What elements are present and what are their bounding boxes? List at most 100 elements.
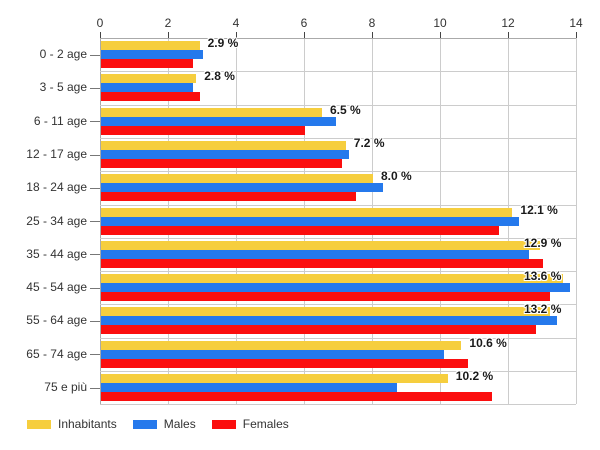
category-label: 18 - 24 age	[26, 180, 87, 195]
x-axis-tick	[304, 32, 305, 38]
gridline-horizontal	[100, 404, 576, 406]
legend-swatch-males	[132, 419, 157, 429]
category-tick	[90, 121, 100, 123]
bar-inhabitants	[101, 107, 322, 117]
bar-females	[101, 192, 356, 202]
bar-females	[101, 225, 499, 235]
gridline-vertical	[576, 38, 577, 405]
category-tick	[90, 87, 100, 89]
bar-males	[101, 249, 530, 259]
value-label: 13.2 %	[524, 302, 562, 317]
x-tick-label: 10	[433, 16, 447, 30]
bar-females	[101, 292, 550, 302]
bar-inhabitants	[101, 74, 197, 84]
category-tick	[90, 221, 100, 223]
category-tick	[90, 54, 100, 56]
bar-males	[101, 183, 384, 193]
value-label: 2.9 %	[207, 36, 239, 50]
x-tick-label: 6	[300, 16, 308, 30]
category-label: 55 - 64 age	[26, 313, 87, 328]
x-axis-tick	[576, 32, 577, 38]
bar-females	[101, 358, 469, 368]
legend-item-inhabitants: Inhabitants	[27, 417, 117, 431]
bar-females	[101, 325, 537, 335]
x-tick-label: 0	[96, 16, 104, 30]
bar-females	[101, 392, 492, 401]
value-label: 7.2 %	[353, 135, 385, 150]
gridline-horizontal	[100, 271, 576, 273]
gridline-horizontal	[100, 204, 576, 206]
legend-label-females: Females	[242, 417, 289, 431]
bar-males	[101, 83, 193, 93]
value-label: 6.5 %	[330, 102, 361, 117]
bar-males	[101, 283, 571, 293]
bar-inhabitants	[101, 140, 346, 150]
category-label: 0 - 2 age	[39, 47, 87, 61]
value-label: 12.1 %	[520, 202, 558, 217]
gridline-horizontal	[100, 171, 576, 173]
x-tick-label: 14	[569, 16, 583, 30]
bar-females	[101, 158, 343, 168]
value-label: 8.0 %	[381, 169, 412, 184]
bar-inhabitants	[101, 307, 550, 317]
category-tick	[90, 154, 100, 156]
gridline-horizontal	[100, 137, 576, 139]
category-label: 3 - 5 age	[39, 80, 87, 95]
value-label: 10.6 %	[469, 335, 507, 350]
x-tick-label: 12	[501, 16, 515, 30]
bar-females	[101, 258, 543, 268]
bar-males	[101, 216, 520, 226]
value-label: 12.9 %	[524, 235, 562, 250]
x-axis-tick	[168, 32, 169, 38]
category-label: 45 - 54 age	[26, 280, 87, 295]
category-tick	[90, 321, 100, 323]
category-label: 65 - 74 age	[26, 346, 87, 361]
category-tick	[90, 254, 100, 256]
category-tick	[90, 387, 100, 389]
category-label: 75 e più	[44, 380, 87, 394]
gridline-horizontal	[100, 337, 576, 339]
bar-inhabitants	[101, 174, 373, 184]
x-axis-tick	[508, 32, 509, 38]
bar-inhabitants	[101, 41, 200, 50]
legend-swatch-females	[211, 419, 236, 429]
value-label: 13.6 %	[524, 269, 562, 284]
bar-inhabitants	[101, 374, 448, 383]
bar-males	[101, 316, 557, 326]
value-label: 2.8 %	[204, 69, 235, 84]
category-tick	[90, 354, 100, 356]
x-axis-tick	[440, 32, 441, 38]
legend-label-males: Males	[163, 417, 196, 431]
bar-females	[101, 125, 305, 135]
legend-label-inhabitants: Inhabitants	[58, 417, 117, 431]
legend: Inhabitants Males Females	[27, 416, 305, 432]
gridline-vertical	[100, 38, 101, 405]
bar-inhabitants	[101, 207, 513, 217]
gridline-horizontal	[100, 304, 576, 306]
bar-inhabitants	[101, 340, 462, 350]
x-axis-tick	[236, 32, 237, 38]
bar-inhabitants	[101, 240, 540, 250]
category-label: 25 - 34 age	[26, 213, 87, 228]
legend-item-females: Females	[211, 417, 289, 431]
bar-males	[101, 50, 203, 59]
category-label: 6 - 11 age	[33, 113, 87, 128]
x-axis-tick	[100, 32, 101, 38]
legend-item-males: Males	[132, 417, 196, 431]
x-tick-label: 8	[368, 16, 376, 30]
category-label: 35 - 44 age	[26, 246, 87, 261]
bar-inhabitants	[101, 274, 564, 284]
x-axis-tick	[372, 32, 373, 38]
x-tick-label: 2	[164, 16, 172, 30]
bar-males	[101, 383, 397, 392]
bar-males	[101, 149, 350, 159]
bar-females	[101, 59, 193, 68]
gridline-horizontal	[100, 237, 576, 239]
gridline-horizontal	[100, 371, 576, 372]
value-label: 10.2 %	[455, 369, 494, 383]
x-tick-label: 4	[232, 16, 240, 30]
category-tick	[90, 187, 100, 189]
category-label: 12 - 17 age	[26, 146, 87, 161]
bar-males	[101, 116, 336, 126]
